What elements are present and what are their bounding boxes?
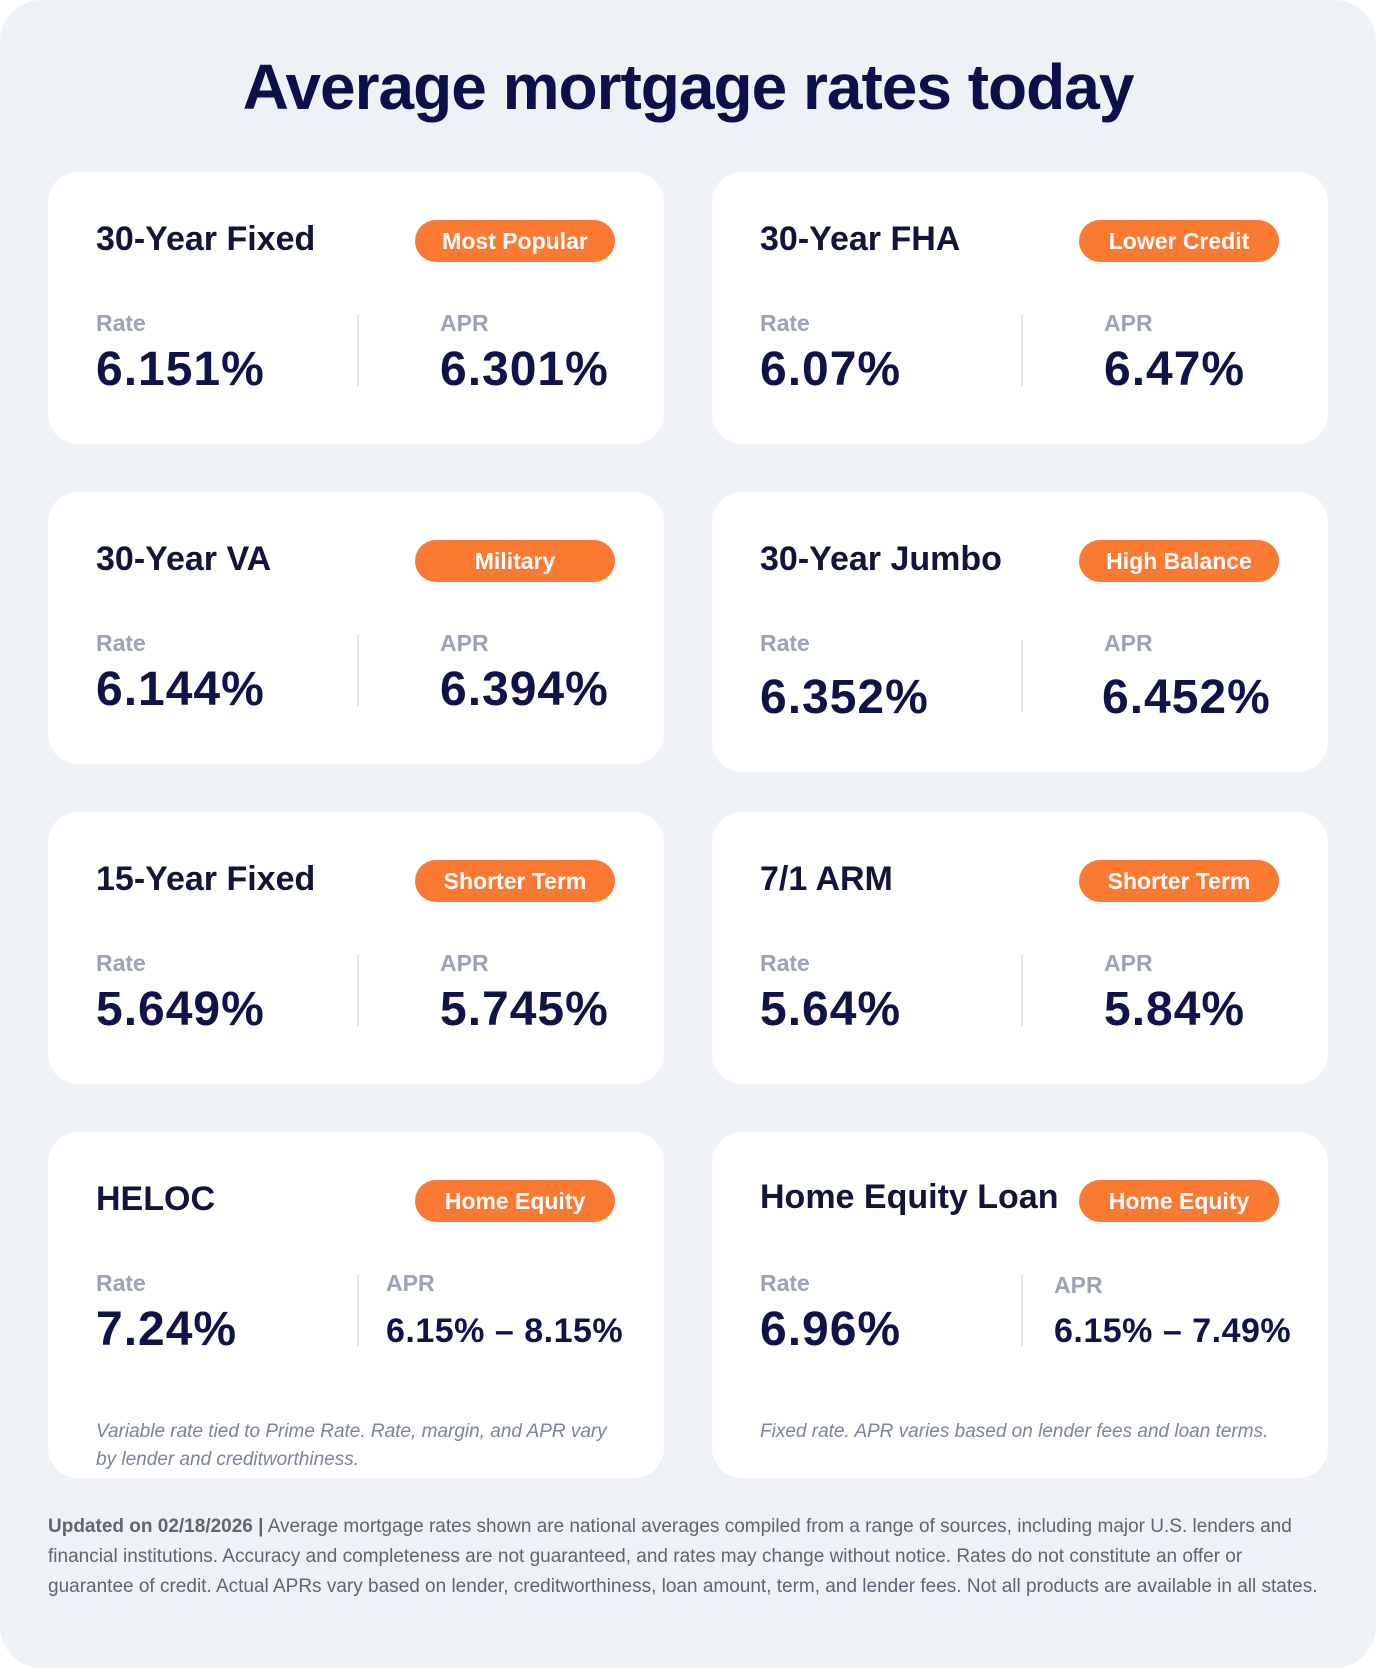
card-title: 30-Year Fixed: [96, 220, 316, 258]
apr-label: APR: [386, 1270, 435, 1296]
divider: [357, 314, 359, 386]
apr-label: APR: [1104, 950, 1153, 976]
apr-value: 6.15% – 7.49%: [1054, 1312, 1292, 1350]
divider: [1021, 640, 1023, 712]
card-title: HELOC: [96, 1180, 215, 1218]
card-7-1-arm: 7/1 ARM Shorter Term Rate 5.64% APR 5.84…: [712, 812, 1328, 1084]
apr-value: 6.452%: [1102, 671, 1271, 724]
card-15-year-fixed: 15-Year Fixed Shorter Term Rate 5.649% A…: [48, 812, 664, 1084]
card-title: 30-Year FHA: [760, 220, 961, 258]
apr-label: APR: [1054, 1272, 1103, 1298]
page-title: Average mortgage rates today: [242, 51, 1135, 123]
rate-label: Rate: [760, 1270, 810, 1296]
apr-value: 6.47%: [1104, 343, 1246, 396]
apr-value: 6.394%: [440, 663, 609, 716]
rate-value: 6.352%: [760, 671, 929, 724]
divider: [1021, 954, 1023, 1026]
card-title: 7/1 ARM: [760, 860, 893, 898]
separator: |: [258, 1516, 264, 1537]
rate-value: 6.07%: [760, 343, 902, 396]
card-note: Variable rate tied to Prime Rate. Rate, …: [96, 1421, 607, 1470]
apr-value: 5.84%: [1104, 983, 1246, 1036]
card-title: 30-Year Jumbo: [760, 540, 1002, 578]
divider: [1021, 314, 1023, 386]
apr-value: 6.301%: [440, 343, 609, 396]
rate-value: 5.64%: [760, 983, 902, 1036]
rate-label: Rate: [96, 1270, 146, 1296]
rate-label: Rate: [96, 310, 146, 336]
category-badge: Shorter Term: [1079, 860, 1279, 902]
category-badge: High Balance: [1079, 540, 1279, 582]
card-title: 15-Year Fixed: [96, 860, 316, 898]
divider: [357, 1274, 359, 1346]
apr-label: APR: [1104, 630, 1153, 656]
divider: [1021, 1274, 1023, 1346]
rate-value: 6.144%: [96, 663, 265, 716]
apr-label: APR: [1104, 310, 1153, 336]
card-30-year-fixed: 30-Year Fixed Most Popular Rate 6.151% A…: [48, 172, 664, 444]
rate-value: 5.649%: [96, 983, 265, 1036]
card-30-year-va: 30-Year VA Military Rate 6.144% APR 6.39…: [48, 492, 664, 764]
rate-label: Rate: [760, 950, 810, 976]
divider: [357, 954, 359, 1026]
category-badge: Home Equity: [1079, 1180, 1279, 1222]
card-note: Fixed rate. APR varies based on lender f…: [760, 1421, 1269, 1442]
rate-label: Rate: [760, 310, 810, 336]
rate-value: 6.151%: [96, 343, 265, 396]
category-badge: Lower Credit: [1079, 220, 1279, 262]
card-title: 30-Year VA: [96, 540, 272, 578]
updated-date: Updated on 02/18/2026: [48, 1516, 253, 1537]
rate-value: 7.24%: [96, 1303, 238, 1356]
rate-value: 6.96%: [760, 1303, 902, 1356]
apr-value: 6.15% – 8.15%: [386, 1312, 624, 1350]
card-home-equity-loan: Home Equity Loan Home Equity Rate 6.96% …: [712, 1132, 1328, 1478]
apr-label: APR: [440, 310, 489, 336]
card-30-year-fha: 30-Year FHA Lower Credit Rate 6.07% APR …: [712, 172, 1328, 444]
category-badge: Shorter Term: [415, 860, 615, 902]
disclaimer: Updated on 02/18/2026 | Average mortgage…: [48, 1512, 1328, 1602]
divider: [357, 634, 359, 706]
category-badge: Home Equity: [415, 1180, 615, 1222]
apr-value: 5.745%: [440, 983, 609, 1036]
card-30-year-jumbo: 30-Year Jumbo High Balance Rate 6.352% A…: [712, 492, 1328, 772]
apr-label: APR: [440, 630, 489, 656]
card-heloc: HELOC Home Equity Rate 7.24% APR 6.15% –…: [48, 1132, 664, 1478]
rate-label: Rate: [760, 630, 810, 656]
category-badge: Most Popular: [415, 220, 615, 262]
category-badge: Military: [415, 540, 615, 582]
rate-label: Rate: [96, 950, 146, 976]
apr-label: APR: [440, 950, 489, 976]
disclaimer-text: Average mortgage rates shown are nationa…: [48, 1516, 1318, 1597]
rate-label: Rate: [96, 630, 146, 656]
card-title: Home Equity Loan: [760, 1178, 1059, 1216]
